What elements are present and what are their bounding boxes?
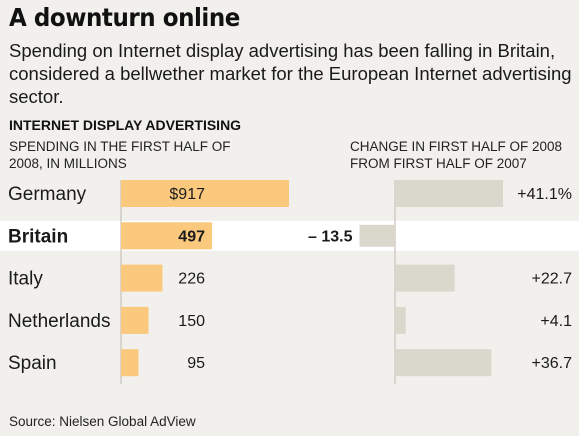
- change-value-label: – 13.5: [308, 228, 353, 245]
- category-label: Netherlands: [8, 311, 110, 332]
- spending-value-label: 95: [187, 355, 205, 372]
- change-bar: [395, 306, 406, 334]
- spending-value-label: 150: [178, 313, 205, 330]
- spending-bar: [121, 349, 139, 377]
- chart-subtitle: Spending on Internet display advertising…: [9, 40, 572, 107]
- category-label: Spain: [8, 353, 57, 374]
- change-bar: [395, 180, 503, 207]
- change-value-label: +36.7: [532, 355, 573, 372]
- spending-value-label: $917: [169, 186, 205, 203]
- spending-value-label: 497: [178, 228, 205, 245]
- change-bar: [395, 264, 455, 292]
- change-bar: [359, 224, 395, 247]
- spending-bar: [121, 222, 213, 250]
- chart-title: A downturn online: [9, 3, 240, 32]
- spending-column-header: SPENDING IN THE FIRST HALF OF 2008, IN M…: [9, 139, 231, 171]
- spending-value-label: 226: [178, 271, 205, 288]
- section-label: INTERNET DISPLAY ADVERTISING: [9, 117, 242, 133]
- change-value-label: +41.1%: [517, 186, 572, 203]
- category-label: Britain: [8, 226, 68, 247]
- category-label: Italy: [8, 269, 43, 290]
- change-bar: [395, 349, 492, 377]
- change-value-label: +22.7: [532, 271, 573, 288]
- spending-bar: [121, 264, 163, 292]
- spending-bar: [121, 180, 289, 207]
- category-label: Germany: [8, 184, 87, 205]
- change-column-header: CHANGE IN FIRST HALF OF 2008 FROM FIRST …: [350, 139, 563, 171]
- highlight-row-band: [0, 220, 579, 251]
- source-note: Source: Nielsen Global AdView: [9, 414, 196, 429]
- spending-bar: [121, 306, 149, 334]
- change-value-label: +4.1: [540, 313, 572, 330]
